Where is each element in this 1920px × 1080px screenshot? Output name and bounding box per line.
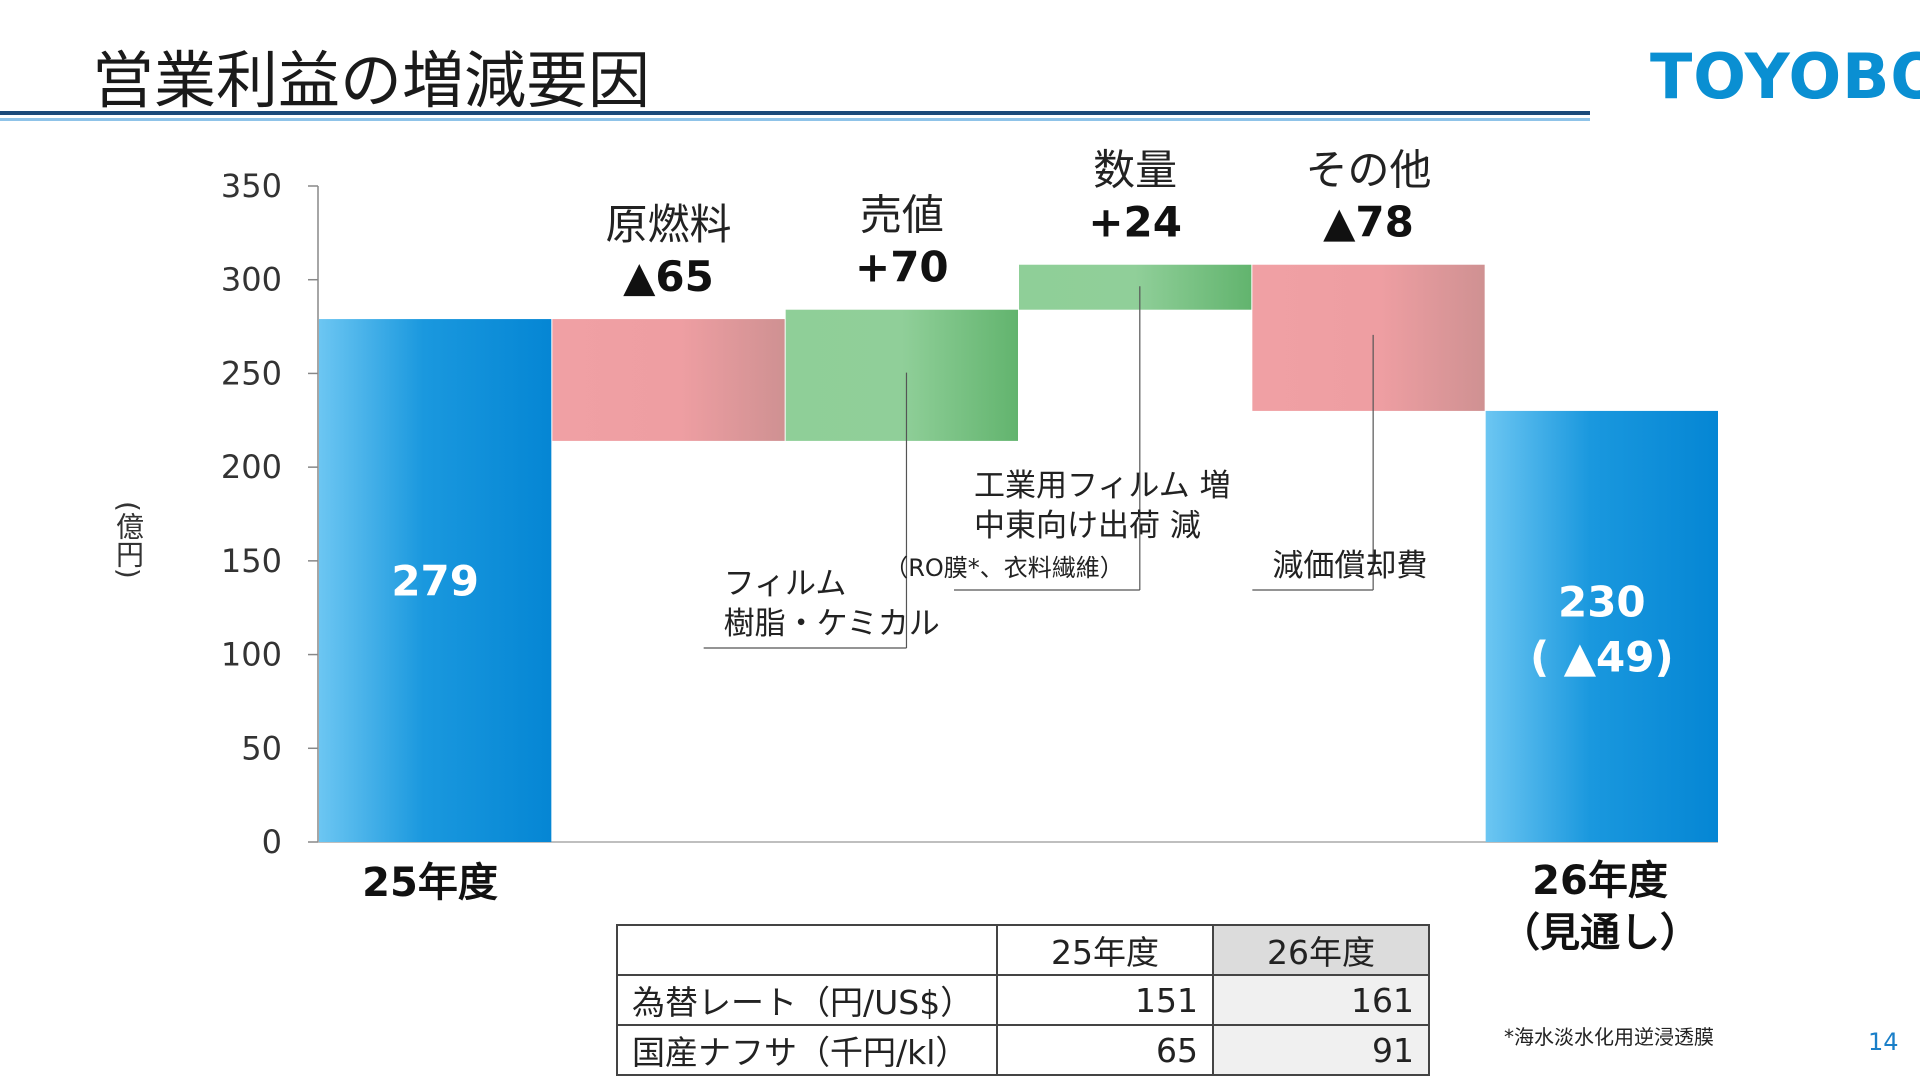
x-category-end: 26年度: [1532, 858, 1668, 904]
callout-text: 樹脂・ケミカル: [724, 606, 940, 642]
toyobo-logo: TOYOBO: [1650, 40, 1920, 113]
total-bar: [319, 319, 552, 842]
table-cell: 国産ナフサ（千円/kl）: [616, 1024, 998, 1076]
x-category-start: 25年度: [362, 860, 498, 906]
y-tick-label: 250: [221, 354, 282, 392]
callout-text: （RO膜*、衣料繊維）: [884, 554, 1124, 582]
table-cell: 為替レート（円/US$）: [616, 974, 998, 1026]
decrease-bar: [552, 319, 785, 441]
increase-bar: [1019, 264, 1252, 310]
category-label: 数量: [1093, 146, 1177, 195]
title-rule: [0, 111, 1590, 115]
data-label: +24: [1088, 198, 1182, 247]
callout-text: 中東向け出荷 減: [974, 508, 1201, 544]
table-header-cell: [616, 924, 998, 976]
data-label: 279: [391, 557, 479, 606]
callout-text: 工業用フィルム 増: [974, 468, 1231, 504]
table-header-cell: 26年度: [1212, 924, 1430, 976]
table-cell: 65: [996, 1024, 1214, 1076]
total-bar: [1485, 410, 1718, 842]
table-cell: 91: [1212, 1024, 1430, 1076]
table-row: 国産ナフサ（千円/kl） 65 91: [616, 1024, 1430, 1076]
data-label: 230: [1558, 577, 1646, 626]
data-label: ▲78: [1323, 198, 1414, 247]
y-tick-label: 350: [221, 167, 282, 205]
x-category-end-note: （見通し）: [1500, 910, 1700, 956]
callout-text: フィルム: [724, 566, 847, 602]
y-tick-label: 300: [221, 261, 282, 299]
y-axis-label: (億円): [112, 501, 145, 579]
footnote: *海水淡水化用逆浸透膜: [1504, 1025, 1714, 1049]
data-label: ▲65: [623, 252, 714, 301]
callout-text: 減価償却費: [1272, 548, 1427, 584]
data-label-sub: ( ▲49): [1530, 632, 1674, 681]
increase-bar: [785, 309, 1018, 441]
table-row: 為替レート（円/US$） 151 161: [616, 974, 1430, 1026]
category-label: 売値: [860, 191, 944, 240]
y-tick-label: 200: [221, 448, 282, 486]
table-header-cell: 25年度: [996, 924, 1214, 976]
y-tick-label: 150: [221, 542, 282, 580]
category-label: 原燃料: [605, 200, 731, 249]
table-header-row: 25年度 26年度: [616, 924, 1430, 976]
page-number: 14: [1868, 1028, 1899, 1056]
y-tick-label: 50: [241, 729, 282, 767]
category-label: その他: [1305, 146, 1431, 195]
y-tick-label: 100: [221, 636, 282, 674]
table-cell: 151: [996, 974, 1214, 1026]
y-tick-label: 0: [262, 823, 282, 861]
fx-naphtha-table: 25年度 26年度 為替レート（円/US$） 151 161 国産ナフサ（千円/…: [616, 924, 1430, 1076]
page-title: 営業利益の増減要因: [92, 44, 651, 117]
table-cell: 161: [1212, 974, 1430, 1026]
decrease-bar: [1252, 264, 1485, 411]
title-rule-accent: [0, 118, 1590, 121]
data-label: +70: [855, 243, 949, 292]
